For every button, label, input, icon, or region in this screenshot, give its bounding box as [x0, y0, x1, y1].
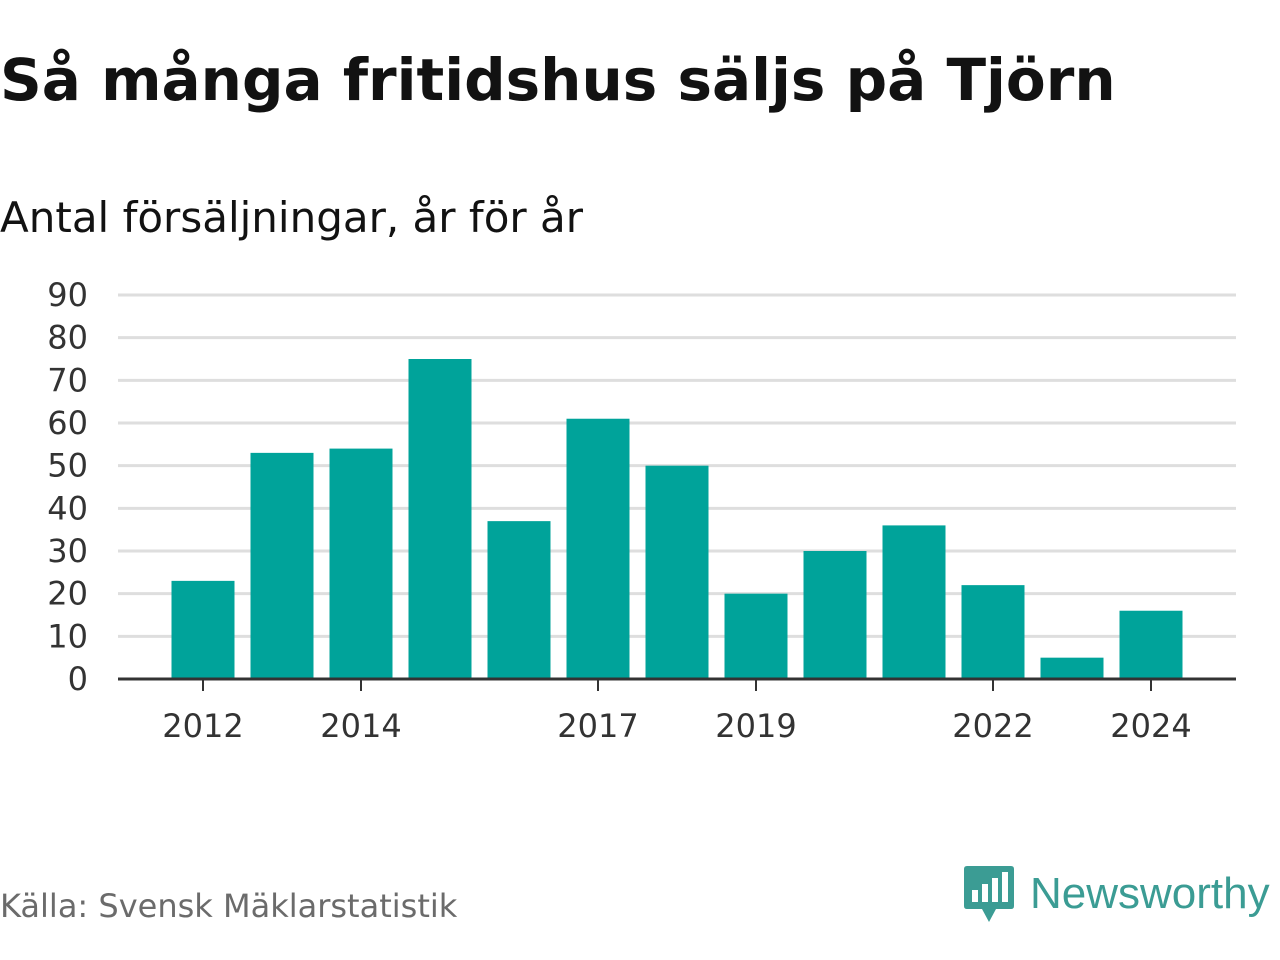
- newsworthy-logo-icon: [964, 866, 1014, 922]
- bar-2024: [1119, 610, 1183, 679]
- bar-2017: [566, 418, 630, 679]
- bar-chart: 0 10 20 30 40 50 60 70 80 90 2012 2014 2017 2019 2022…: [47, 276, 1236, 745]
- bar-2023: [1040, 657, 1104, 679]
- x-axis: 2012 2014 2017 2019 2022 2024: [118, 677, 1236, 745]
- x-tick-label: 2022: [952, 707, 1033, 745]
- x-tick-label: 2014: [320, 707, 401, 745]
- bar-2012: [171, 580, 235, 679]
- brand-name: Newsworthy: [1030, 869, 1270, 918]
- y-tick-label: 40: [47, 489, 88, 527]
- brand[interactable]: Newsworthy: [962, 862, 1270, 926]
- x-tick-label: 2017: [557, 707, 638, 745]
- y-tick-label: 10: [47, 617, 88, 655]
- y-axis-ticks: 0 10 20 30 40 50 60 70 80 90: [47, 276, 88, 698]
- y-tick-label: 90: [47, 276, 88, 314]
- y-tick-label: 70: [47, 361, 88, 399]
- bar-2021: [882, 525, 946, 679]
- x-tick-label: 2024: [1110, 707, 1191, 745]
- bar-2022: [961, 585, 1025, 679]
- y-tick-label: 60: [47, 404, 88, 442]
- chart-title: Så många fritidshus säljs på Tjörn: [0, 46, 1116, 114]
- bars: [171, 359, 1183, 679]
- x-tick-label: 2019: [715, 707, 796, 745]
- y-tick-label: 30: [47, 532, 88, 570]
- y-tick-label: 20: [47, 575, 88, 613]
- y-tick-label: 80: [47, 319, 88, 357]
- bar-2018: [645, 465, 709, 679]
- bar-2020: [803, 551, 867, 679]
- bar-2019: [724, 593, 788, 679]
- bar-2015: [408, 359, 472, 679]
- bar-2013: [250, 452, 314, 679]
- bar-2016: [487, 521, 551, 679]
- y-tick-label: 50: [47, 447, 88, 485]
- y-tick-label: 0: [68, 660, 88, 698]
- chart-subtitle: Antal försäljningar, år för år: [0, 193, 584, 242]
- x-tick-label: 2012: [162, 707, 243, 745]
- source-note: Källa: Svensk Mäklarstatistik: [0, 887, 458, 925]
- bar-2014: [329, 448, 393, 679]
